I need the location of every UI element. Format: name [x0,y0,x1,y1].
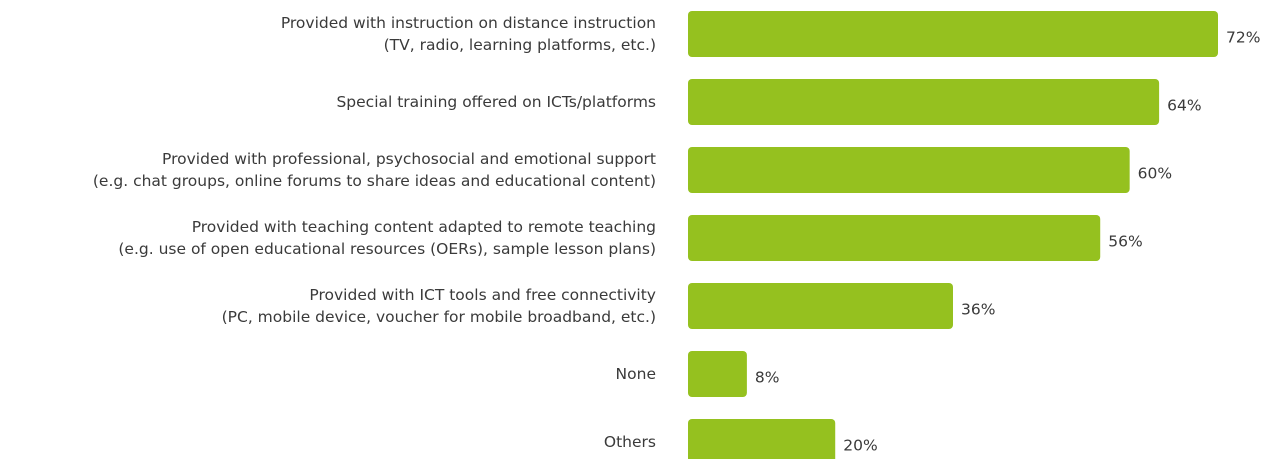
category-label: Others [604,433,656,451]
category-line: (PC, mobile device, voucher for mobile b… [222,308,656,326]
category-line: Provided with instruction on distance in… [281,14,656,32]
category-line: (e.g. chat groups, online forums to shar… [93,172,656,190]
category-label: Special training offered on ICTs/platfor… [336,93,656,111]
bar [688,147,1130,193]
category-label: Provided with teaching content adapted t… [118,218,656,258]
category-label: Provided with instruction on distance in… [281,14,656,54]
value-label: 8% [755,369,780,387]
bar [688,351,747,397]
value-label: 20% [843,437,877,455]
bar [688,79,1160,125]
bar [688,419,836,459]
category-line: Provided with ICT tools and free connect… [309,286,656,304]
value-label: 56% [1108,233,1142,251]
category-line: (TV, radio, learning platforms, etc.) [384,36,656,54]
category-label: Provided with professional, psychosocial… [93,150,656,190]
bar [688,11,1218,57]
category-line: Provided with teaching content adapted t… [192,218,656,236]
category-label: None [616,365,656,383]
category-line: Others [604,433,656,451]
value-label: 60% [1138,165,1172,183]
category-line: Special training offered on ICTs/platfor… [336,93,656,111]
category-label: Provided with ICT tools and free connect… [222,286,656,326]
category-line: None [616,365,656,383]
value-label: 72% [1226,29,1260,47]
category-line: (e.g. use of open educational resources … [118,240,656,258]
bar [688,215,1101,261]
bar [688,283,953,329]
category-line: Provided with professional, psychosocial… [162,150,656,168]
value-label: 64% [1167,97,1201,115]
value-label: 36% [961,301,995,319]
